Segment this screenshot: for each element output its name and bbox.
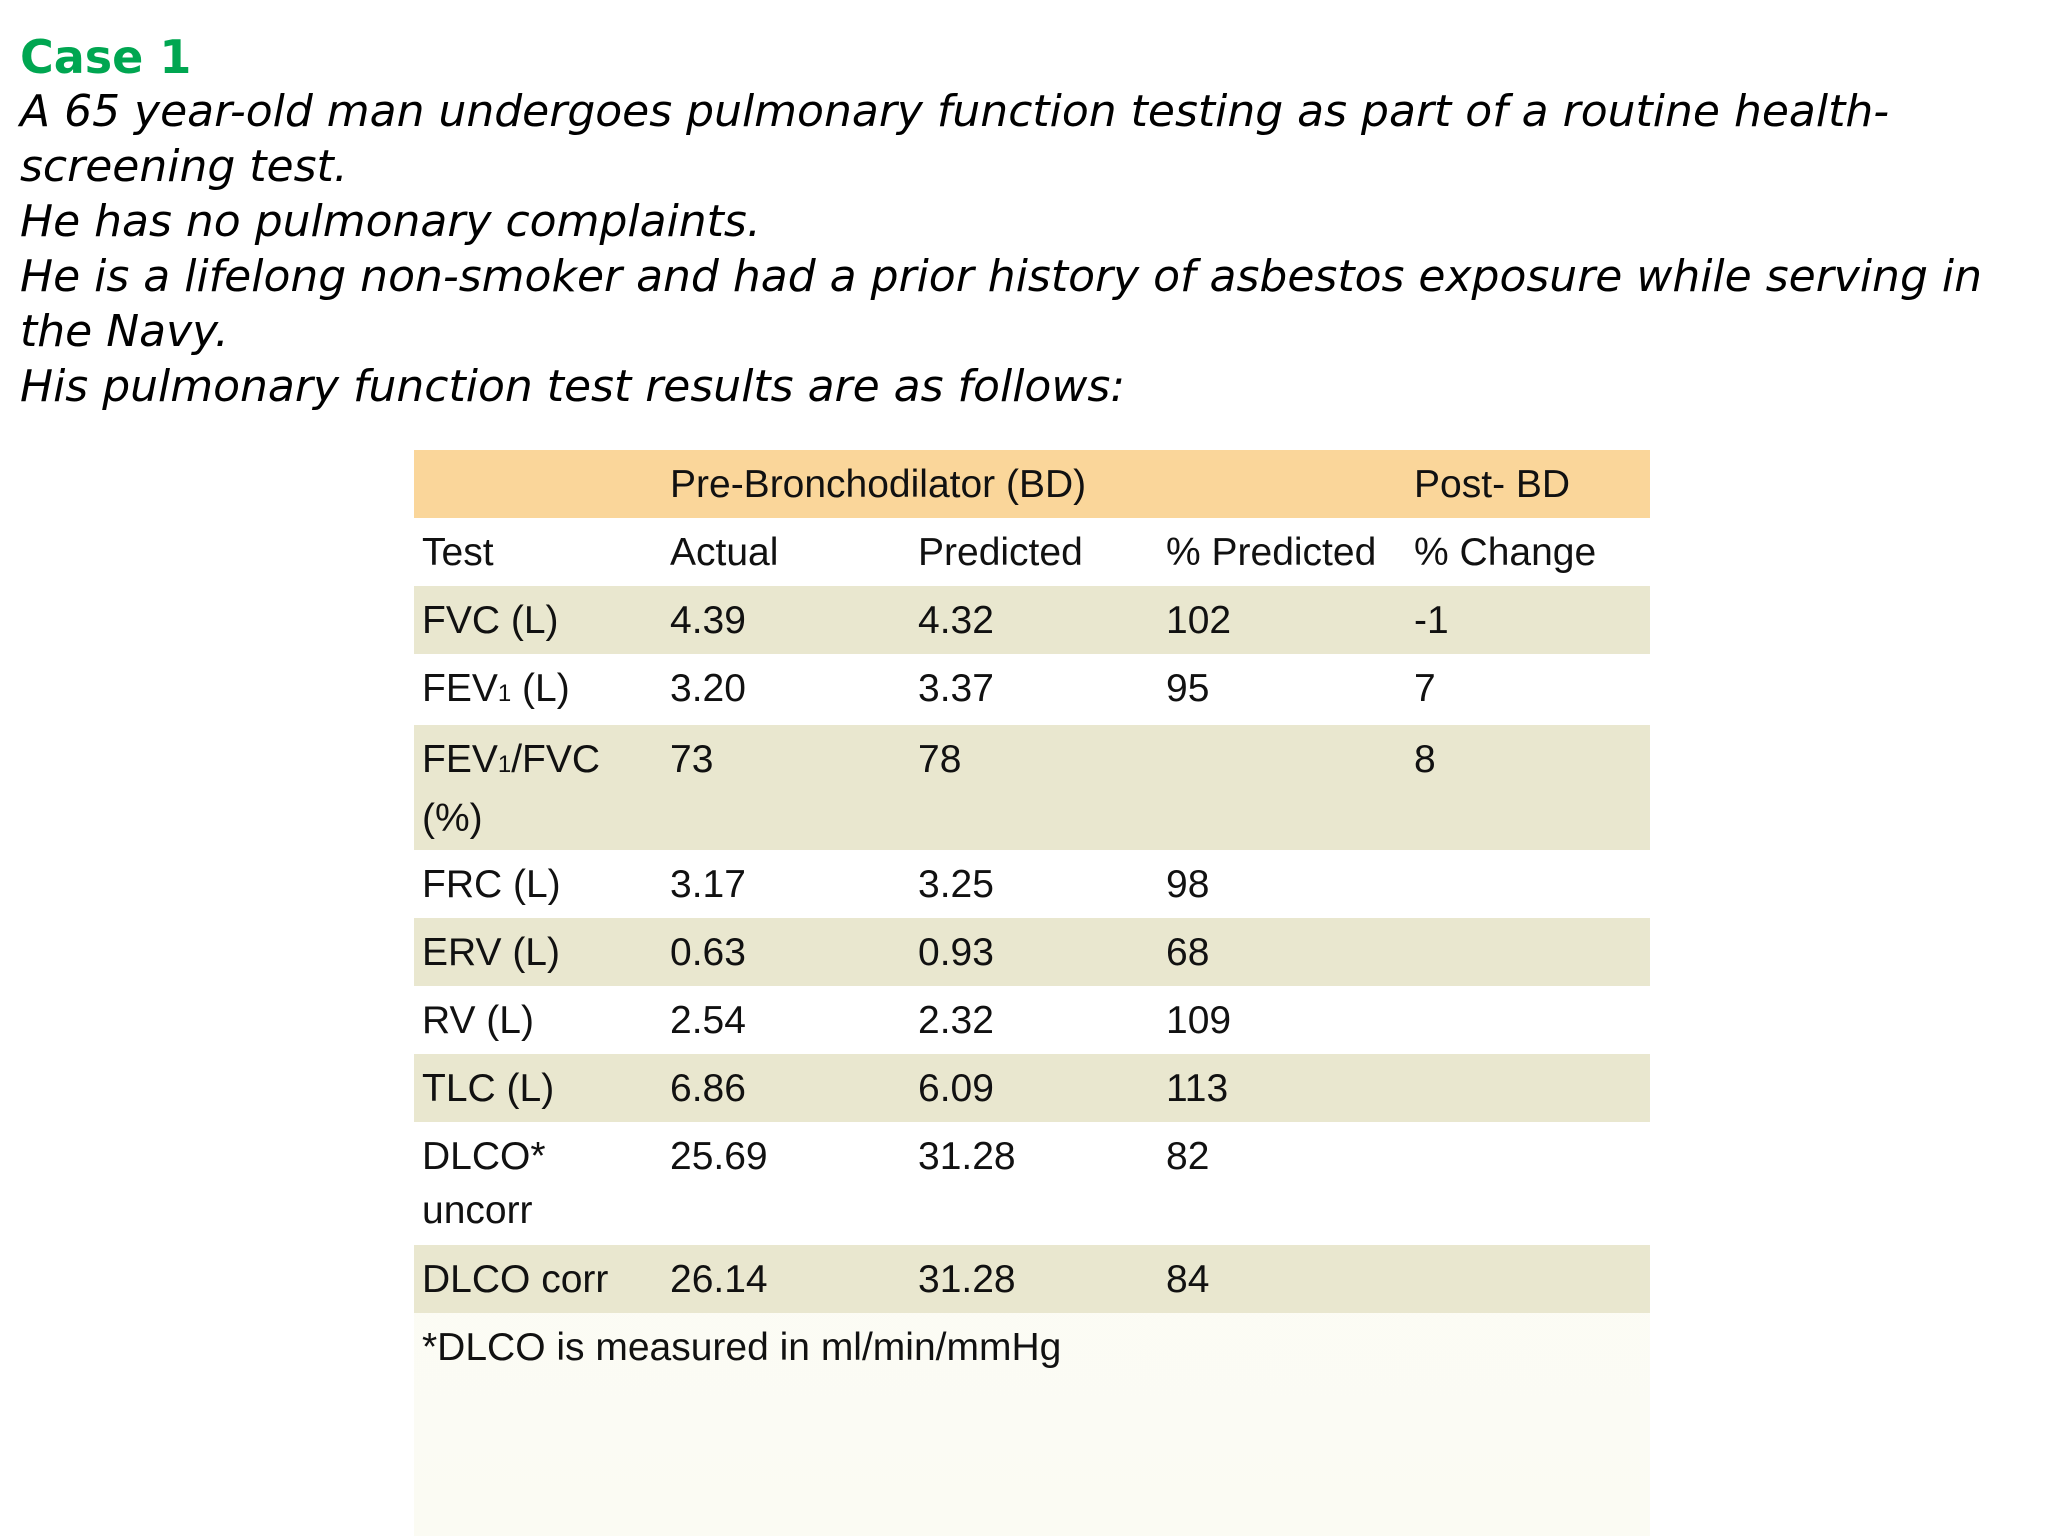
table-row: ERV (L) 0.63 0.93 68 [414,918,1651,986]
case-heading: Case 1 [20,30,192,84]
test-name-prefix: FEV [422,738,498,781]
case-paragraph: He has no pulmonary complaints. [20,196,761,247]
pct-predicted-value: 109 [1166,999,1232,1042]
column-header-predicted: Predicted [918,531,1083,574]
pft-results-table: Pre-Bronchodilator (BD) Post- BD Test Ac… [414,450,1651,1381]
pre-bd-group-header: Pre-Bronchodilator (BD) [670,463,1087,506]
pct-change-value [1406,918,1650,986]
test-name: FEV1 (L) [414,654,662,725]
actual-value: 3.17 [670,863,746,906]
dlco-footnote: *DLCO is measured in ml/min/mmHg [422,1326,1062,1369]
actual-value: 2.54 [670,999,746,1042]
table-row: TLC (L) 6.86 6.09 113 [414,1054,1651,1122]
column-header-pct-predicted: % Predicted [1166,531,1377,574]
pct-change-value [1406,1054,1650,1122]
pct-change-value: 7 [1414,667,1436,710]
test-name-prefix: FEV [422,667,498,710]
test-name: FVC (L) [422,599,559,642]
table-row: FEV1/FVC (%) 73 78 8 [414,725,1651,850]
predicted-value: 3.25 [918,863,994,906]
test-name: FEV1/FVC (%) [414,725,662,850]
test-name: DLCO corr [422,1258,609,1301]
pct-change-value [1406,986,1650,1054]
pct-change-value [1406,850,1650,918]
test-name-suffix: (L) [511,667,570,710]
table-row: RV (L) 2.54 2.32 109 [414,986,1651,1054]
test-name-subscript: 1 [497,751,512,778]
table-row: FRC (L) 3.17 3.25 98 [414,850,1651,918]
table-footnote-row: *DLCO is measured in ml/min/mmHg [414,1313,1650,1381]
predicted-value: 4.32 [918,599,994,642]
actual-value: 6.86 [670,1067,746,1110]
table-cell [414,450,662,518]
actual-value: 25.69 [670,1135,768,1178]
test-name: FRC (L) [422,863,561,906]
pct-predicted-value: 95 [1166,667,1210,710]
test-name: DLCO* uncorr [422,1135,546,1232]
actual-value: 0.63 [670,931,746,974]
pct-change-value: -1 [1414,599,1449,642]
pct-predicted-value: 98 [1166,863,1210,906]
table-row: DLCO* uncorr 25.69 31.28 82 [414,1122,1651,1245]
predicted-value: 6.09 [918,1067,994,1110]
predicted-value: 31.28 [918,1258,1016,1301]
actual-value: 4.39 [670,599,746,642]
predicted-value: 3.37 [918,667,994,710]
actual-value: 3.20 [670,667,746,710]
actual-value: 73 [670,738,714,781]
table-column-header-row: Test Actual Predicted % Predicted % Chan… [414,518,1651,586]
post-bd-group-header: Post- BD [1414,463,1571,506]
pct-change-value [1406,1122,1650,1245]
case-paragraph: A 65 year-old man undergoes pulmonary fu… [20,86,1890,192]
pct-predicted-value: 68 [1166,931,1210,974]
pct-predicted-value [1158,725,1406,850]
table-group-header-row: Pre-Bronchodilator (BD) Post- BD [414,450,1651,518]
test-name: ERV (L) [422,931,560,974]
pct-predicted-value: 102 [1166,599,1232,642]
pct-predicted-value: 113 [1166,1067,1229,1110]
column-header-test: Test [422,531,494,574]
actual-value: 26.14 [670,1258,768,1301]
test-name-subscript: 1 [497,680,512,707]
predicted-value: 31.28 [918,1135,1016,1178]
test-name: TLC (L) [422,1067,555,1110]
pct-predicted-value: 82 [1166,1135,1210,1178]
test-name: RV (L) [422,999,534,1042]
case-description: A 65 year-old man undergoes pulmonary fu… [20,84,2030,414]
predicted-value: 0.93 [918,931,994,974]
case-paragraph: He is a lifelong non-smoker and had a pr… [20,251,1982,357]
predicted-value: 2.32 [918,999,994,1042]
table-row: FVC (L) 4.39 4.32 102 -1 [414,586,1651,654]
table-row: FEV1 (L) 3.20 3.37 95 7 [414,654,1651,725]
pct-change-value: 8 [1414,738,1436,781]
column-header-pct-change: % Change [1414,531,1597,574]
predicted-value: 78 [918,738,962,781]
pft-table-panel: Pre-Bronchodilator (BD) Post- BD Test Ac… [414,450,1651,1536]
table-row: DLCO corr 26.14 31.28 84 [414,1245,1651,1313]
pct-predicted-value: 84 [1166,1258,1210,1301]
pct-change-value [1406,1245,1650,1313]
case-paragraph: His pulmonary function test results are … [20,361,1126,412]
column-header-actual: Actual [670,531,779,574]
test-name-suffix: /FVC (%) [422,738,601,840]
